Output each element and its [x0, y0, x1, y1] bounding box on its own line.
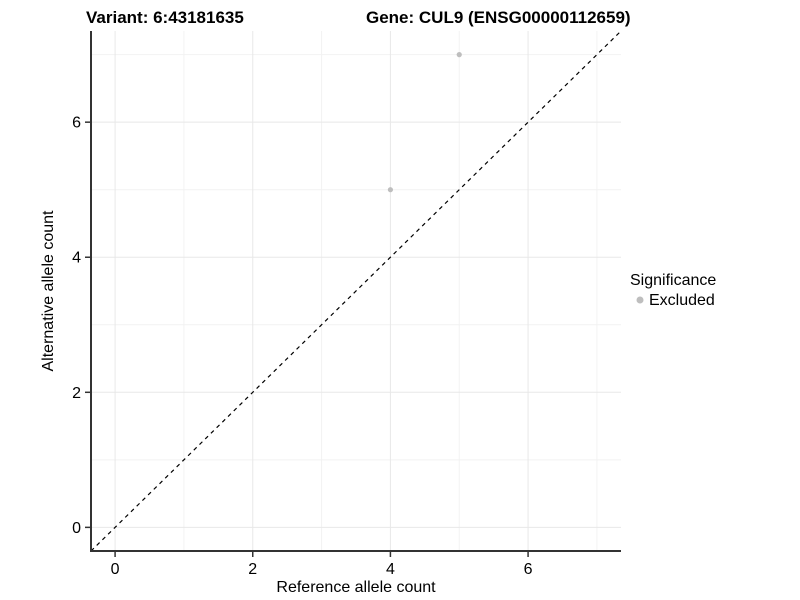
- y-tick-label: 4: [72, 250, 81, 267]
- legend-excluded-dot-icon: [636, 296, 644, 304]
- legend: Significance Excluded: [630, 272, 716, 309]
- axis-tick-labels: 0 2 4 6 0 2 4 6: [72, 115, 533, 578]
- identity-line: [90, 30, 622, 552]
- legend-excluded-label: Excluded: [649, 292, 715, 309]
- x-tick-label: 0: [111, 561, 120, 578]
- major-gridlines: [91, 31, 621, 551]
- y-axis-title: Alternative allele count: [40, 210, 57, 372]
- gene-title: Gene: CUL9 (ENSG00000112659): [366, 8, 631, 27]
- y-tick-label: 2: [72, 385, 81, 402]
- data-points: [387, 52, 462, 193]
- data-point: [387, 187, 394, 193]
- x-axis-title: Reference allele count: [276, 579, 436, 596]
- data-point: [456, 52, 462, 58]
- identity-dashed-line: [90, 30, 622, 552]
- axis-tick-marks: [85, 121, 529, 557]
- x-tick-label: 2: [248, 561, 257, 578]
- y-tick-label: 0: [72, 520, 81, 537]
- variant-title: Variant: 6:43181635: [86, 8, 244, 27]
- legend-title: Significance: [630, 272, 716, 289]
- axis-lines: [90, 31, 621, 552]
- minor-gridlines: [91, 31, 621, 551]
- x-tick-label: 6: [524, 561, 533, 578]
- y-tick-label: 6: [72, 115, 81, 132]
- x-tick-label: 4: [386, 561, 395, 578]
